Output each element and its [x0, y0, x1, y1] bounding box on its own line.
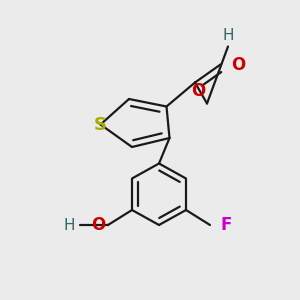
Text: H: H [64, 218, 75, 232]
Text: O: O [191, 82, 206, 100]
Text: O: O [91, 216, 105, 234]
Text: F: F [220, 216, 232, 234]
Text: S: S [94, 116, 107, 134]
Text: H: H [222, 28, 234, 44]
Text: O: O [231, 56, 245, 74]
